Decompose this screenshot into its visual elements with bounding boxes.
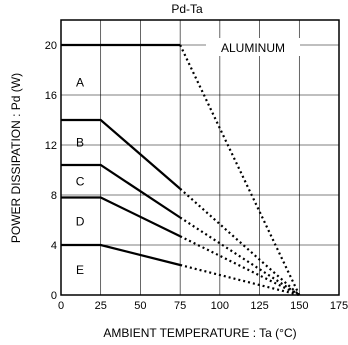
y-tick-label: 20 [45,40,57,52]
series-c-dotted [179,216,300,296]
x-tick-label: 150 [290,300,308,312]
x-tick-label: 75 [174,300,186,312]
x-tick-label: 175 [330,300,348,312]
x-tick-label: 25 [95,300,107,312]
series-label-e: E [76,263,84,277]
annotation-group: ALUMINUM [206,38,300,56]
series-label-c: C [76,174,85,188]
x-tick-label: 50 [134,300,146,312]
chart-title: Pd-Ta [171,2,203,16]
series-e-dotted [179,263,300,297]
series-a-dotted [179,44,301,296]
annotation-aluminum: ALUMINUM [221,41,285,55]
series-layer [61,43,301,297]
y-tick-label: 0 [51,290,57,302]
grid [61,20,339,295]
series-c-solid [61,163,181,219]
x-axis-label: AMBIENT TEMPERATURE : Ta (°C) [103,326,296,340]
plot-frame [60,19,340,296]
series-b-dotted [179,187,301,296]
series-label-a: A [76,76,84,90]
x-tick-label: 100 [211,300,229,312]
y-tick-label: 4 [51,240,57,252]
series-labels: A B C D E [76,76,85,278]
y-tick-label: 16 [45,90,57,102]
x-tick-label: 125 [250,300,268,312]
tick-labels: 0 25 50 75 100 125 150 175 0 4 8 12 16 20 [45,40,348,312]
y-tick-label: 12 [45,140,57,152]
series-b-solid [61,118,181,190]
x-tick-label: 0 [58,300,64,312]
series-e-solid [61,243,181,267]
y-tick-label: 8 [51,190,57,202]
series-label-d: D [76,214,85,228]
annotation-background [206,38,300,56]
y-axis-label: POWER DISSIPATION : Pd (W) [9,73,23,243]
series-d-solid [61,196,181,238]
series-label-b: B [76,136,84,150]
series-d-dotted [179,235,300,296]
